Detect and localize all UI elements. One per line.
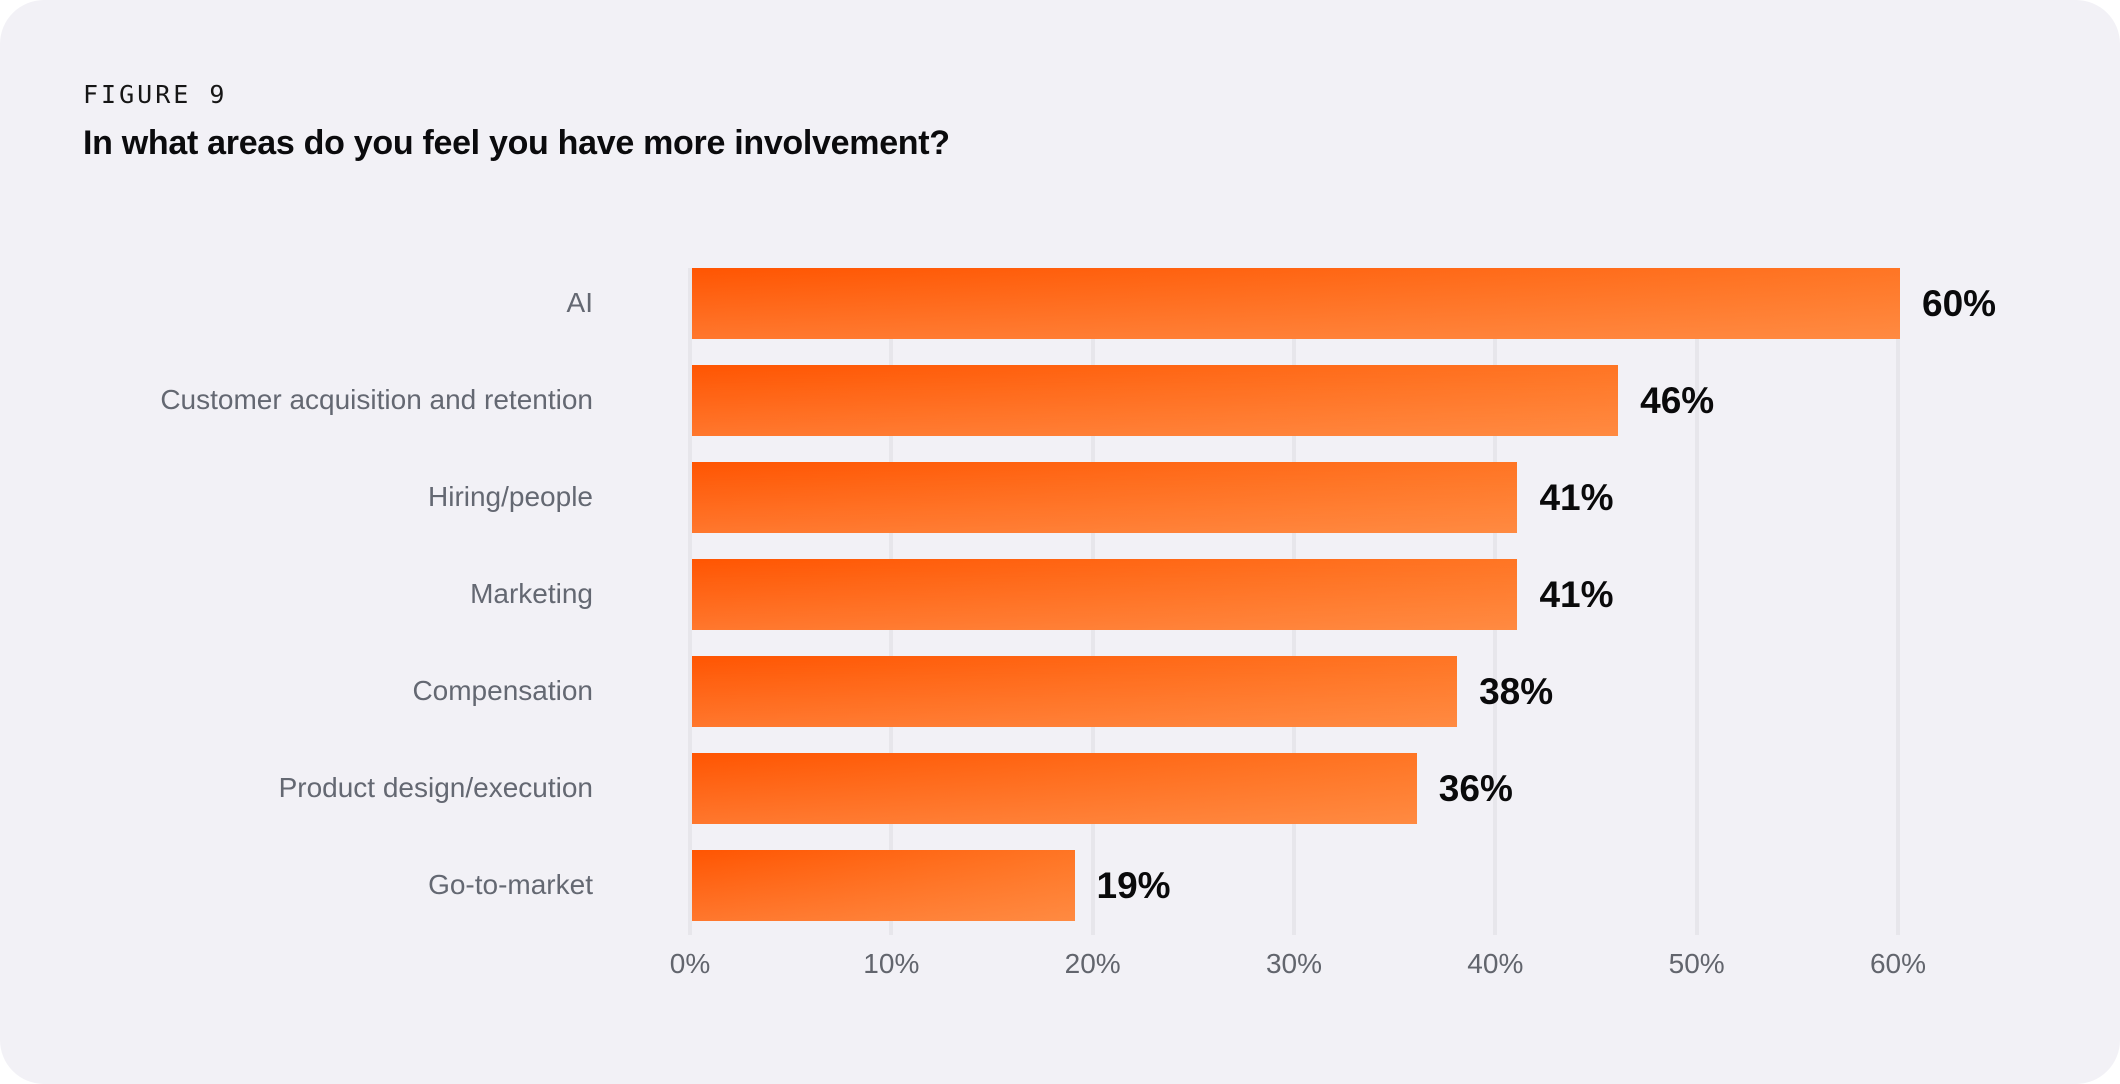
chart-title: In what areas do you feel you have more … xyxy=(83,124,950,162)
gridline xyxy=(1694,268,1699,935)
category-label: Product design/execution xyxy=(278,772,593,804)
chart-rows: AI 60% Customer acquisition and retention 4… xyxy=(0,268,2120,921)
x-tick-label: 50% xyxy=(1668,948,1725,979)
bar-track: 41% xyxy=(692,462,1900,533)
bar-value-label: 46% xyxy=(1640,379,1715,421)
bar-value-label: 19% xyxy=(1096,864,1171,906)
category-label: Go-to-market xyxy=(428,869,593,901)
bar xyxy=(692,656,1458,727)
x-axis: 0% 10% 20% 30% 40% 50% 60% xyxy=(670,948,1926,988)
bar-track: 36% xyxy=(692,753,1900,824)
category-label: Customer acquisition and retention xyxy=(160,384,593,416)
figure-label: FIGURE 9 xyxy=(83,80,228,109)
category-label: Compensation xyxy=(412,675,593,707)
bar-value-label: 38% xyxy=(1479,670,1554,712)
bar-value-label: 41% xyxy=(1539,573,1614,615)
bar-track: 19% xyxy=(692,850,1900,921)
bar xyxy=(692,365,1619,436)
gridline xyxy=(688,268,692,935)
x-tick-label: 60% xyxy=(1869,948,1927,979)
category-label: Marketing xyxy=(470,578,593,610)
x-tick-label: 0% xyxy=(669,948,711,979)
bar-track: 46% xyxy=(692,365,1900,436)
chart-row: AI 60% xyxy=(0,268,2120,339)
bar xyxy=(692,850,1075,921)
bar xyxy=(692,559,1518,630)
bar-track: 41% xyxy=(692,559,1900,630)
bar-track: 38% xyxy=(692,656,1900,727)
chart-row: Marketing 41% xyxy=(0,559,2120,630)
chart-row: Hiring/people 41% xyxy=(0,462,2120,533)
bar xyxy=(692,268,1900,339)
bar-chart: AI 60% Customer acquisition and retention 4… xyxy=(0,268,2120,979)
chart-row: Compensation 38% xyxy=(0,656,2120,727)
bar xyxy=(692,753,1417,824)
bar-value-label: 36% xyxy=(1438,767,1513,809)
bar xyxy=(692,462,1518,533)
chart-row: Customer acquisition and retention 46% xyxy=(0,365,2120,436)
gridline xyxy=(1896,268,1900,935)
x-tick-label: 20% xyxy=(1064,948,1121,979)
chart-row: Product design/execution 36% xyxy=(0,753,2120,824)
x-tick-label: 30% xyxy=(1265,948,1323,979)
x-tick-label: 10% xyxy=(863,948,920,979)
chart-row: Go-to-market 19% xyxy=(0,850,2120,921)
category-label: Hiring/people xyxy=(428,481,593,513)
bar-track: 60% xyxy=(692,268,1996,339)
x-tick-label: 40% xyxy=(1467,948,1524,979)
bar-value-label: 60% xyxy=(1922,282,1997,324)
category-label: AI xyxy=(566,287,593,319)
bar-value-label: 41% xyxy=(1539,476,1614,518)
